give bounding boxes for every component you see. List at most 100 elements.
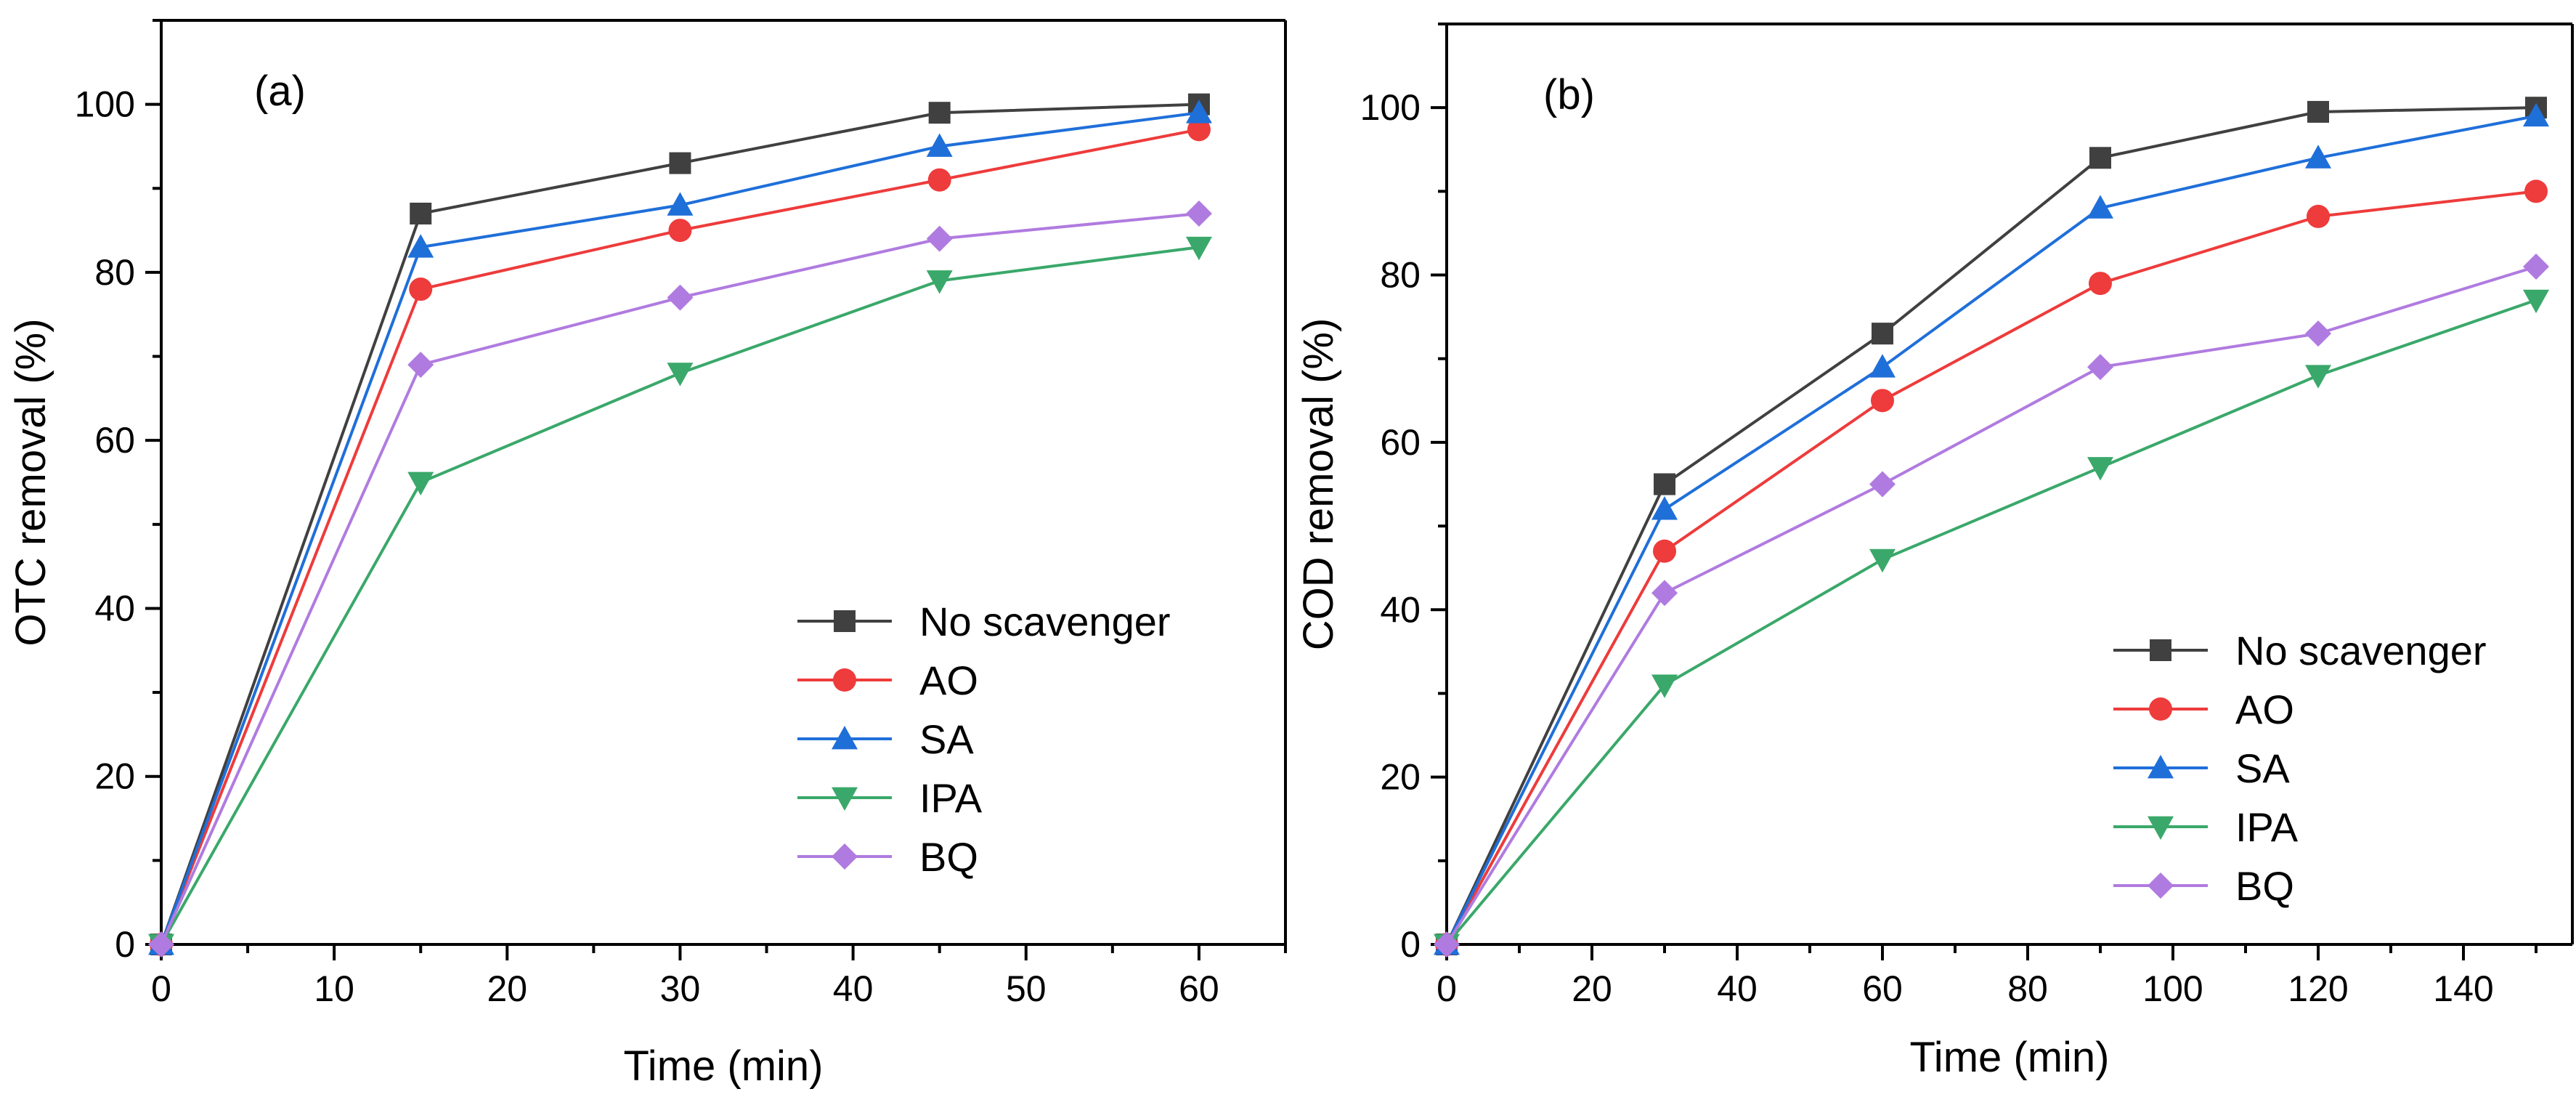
series-line [1445, 106, 2537, 945]
data-point [1654, 473, 1675, 495]
legend-marker [834, 610, 856, 632]
data-point [1187, 118, 1211, 142]
data-point [2087, 457, 2113, 481]
x-tick-label: 80 [2007, 968, 2048, 1009]
data-point [667, 284, 694, 311]
y-tick-label: 80 [1380, 255, 1421, 296]
series-line [160, 211, 1200, 945]
data-point [1871, 389, 1894, 413]
data-point [2523, 289, 2549, 314]
data-point [1653, 539, 1676, 563]
series-bq [148, 200, 1212, 958]
y-tick-label: 80 [94, 252, 135, 293]
data-point [2307, 204, 2330, 228]
x-tick-label: 30 [660, 968, 701, 1009]
data-point [2523, 254, 2549, 280]
legend-label: No scavenger [2235, 628, 2487, 673]
y-tick-label: 60 [94, 420, 135, 461]
x-tick-label: 60 [1862, 968, 1903, 1009]
y-tick-label: 0 [1400, 924, 1421, 965]
y-tick-label: 20 [94, 756, 135, 797]
series-line [1445, 299, 2537, 946]
panel-label: (b) [1543, 71, 1595, 118]
legend-marker [2150, 639, 2171, 661]
chart-panel-a: 0 20 40 60 80 100 0 10 20 30 40 50 60 Time (min) OTC r… [7, 19, 1287, 1090]
legend-marker [2148, 816, 2174, 840]
data-point [410, 202, 432, 224]
data-point [2089, 272, 2112, 296]
y-tick-label: 100 [1360, 87, 1421, 128]
data-point [409, 278, 433, 301]
data-point [1434, 931, 1460, 958]
legend-marker [832, 726, 858, 750]
x-tick-label: 0 [151, 968, 171, 1009]
series-ipa [148, 236, 1212, 958]
x-tick-label: 0 [1437, 968, 1457, 1009]
data-point [407, 471, 434, 495]
panel-label: (a) [254, 68, 306, 115]
data-point [1185, 200, 1212, 227]
legend-label: BQ [919, 834, 978, 880]
legend-label: AO [2235, 687, 2294, 732]
chart-panel-b: 0 20 40 60 80 100 0 20 40 60 80 100 120 140 Time (min)… [1295, 23, 2574, 1081]
series-bq [1434, 254, 2549, 958]
series-ao [1435, 179, 2548, 956]
series-ao [150, 118, 1211, 956]
data-point [669, 152, 691, 174]
data-point [2523, 102, 2549, 127]
data-point [2087, 354, 2113, 381]
legend-marker [2148, 755, 2174, 779]
data-point [1651, 580, 1678, 607]
x-tick-label: 20 [487, 968, 527, 1009]
legend: No scavenger AO SA IPA BQ [2113, 628, 2487, 909]
x-tick-label: 100 [2142, 968, 2203, 1009]
data-point [1185, 100, 1212, 124]
legend-marker [2149, 697, 2172, 721]
x-tick-label: 10 [314, 968, 354, 1009]
legend-label: No scavenger [919, 599, 1171, 644]
data-point [2305, 365, 2331, 389]
x-tick-label: 20 [1572, 968, 1612, 1009]
legend: No scavenger AO SA IPA BQ [797, 599, 1171, 880]
legend-label: IPA [919, 775, 983, 821]
legend-label: IPA [2235, 804, 2299, 850]
data-point [2087, 195, 2113, 219]
data-point [2305, 145, 2331, 169]
data-point [1185, 236, 1212, 261]
series-line [160, 128, 1200, 945]
x-tick-label: 60 [1179, 968, 1219, 1009]
x-axis-title: Time (min) [1910, 1034, 2110, 1081]
data-point [667, 363, 694, 386]
y-tick-label: 100 [75, 84, 135, 125]
data-point [407, 234, 434, 258]
series-line [1445, 265, 2537, 946]
series-sa [1434, 102, 2549, 955]
y-tick-label: 60 [1380, 422, 1421, 463]
y-tick-label: 40 [94, 588, 135, 628]
y-tick-label: 20 [1380, 757, 1421, 798]
data-point [2524, 179, 2548, 203]
legend-marker [833, 668, 856, 692]
x-axis-title: Time (min) [624, 1043, 824, 1090]
data-point [1869, 471, 1896, 498]
x-tick-label: 50 [1006, 968, 1047, 1009]
data-point [926, 270, 953, 294]
series-line [1445, 190, 2537, 945]
series-no-scavenger [1436, 97, 2547, 955]
data-point [2305, 320, 2331, 347]
series-ipa [1434, 289, 2549, 958]
data-point [1651, 496, 1678, 520]
data-point [926, 225, 953, 252]
data-point [1872, 323, 1893, 345]
legend-marker [832, 843, 858, 870]
y-axis-title: OTC removal (%) [7, 318, 54, 646]
y-axis-title: COD removal (%) [1295, 318, 1342, 651]
x-tick-label: 40 [833, 968, 874, 1009]
data-point [928, 102, 951, 124]
data-point [1651, 674, 1678, 698]
series-line [1445, 114, 2537, 945]
data-point [148, 931, 174, 958]
legend-label: SA [2235, 745, 2290, 791]
y-tick-label: 40 [1380, 589, 1421, 630]
